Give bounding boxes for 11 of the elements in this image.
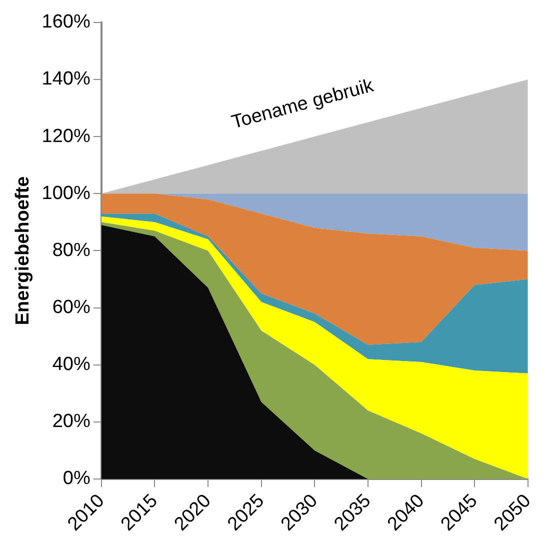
y-axis-title: Energiebehoefte	[12, 176, 34, 326]
annotation: Toename gebruik	[229, 75, 376, 134]
y-tick-label: 40%	[52, 354, 90, 376]
y-tick-label: 160%	[42, 12, 90, 33]
y-tick-label: 100%	[42, 182, 90, 204]
y-tick-label: 120%	[42, 126, 90, 147]
y-tick-label: 140%	[42, 68, 90, 90]
y-tick-label: 80%	[52, 240, 90, 261]
y-tick-label: 20%	[52, 411, 90, 432]
y-tick-label: 0%	[62, 468, 90, 490]
y-tick-label: 60%	[52, 297, 90, 318]
